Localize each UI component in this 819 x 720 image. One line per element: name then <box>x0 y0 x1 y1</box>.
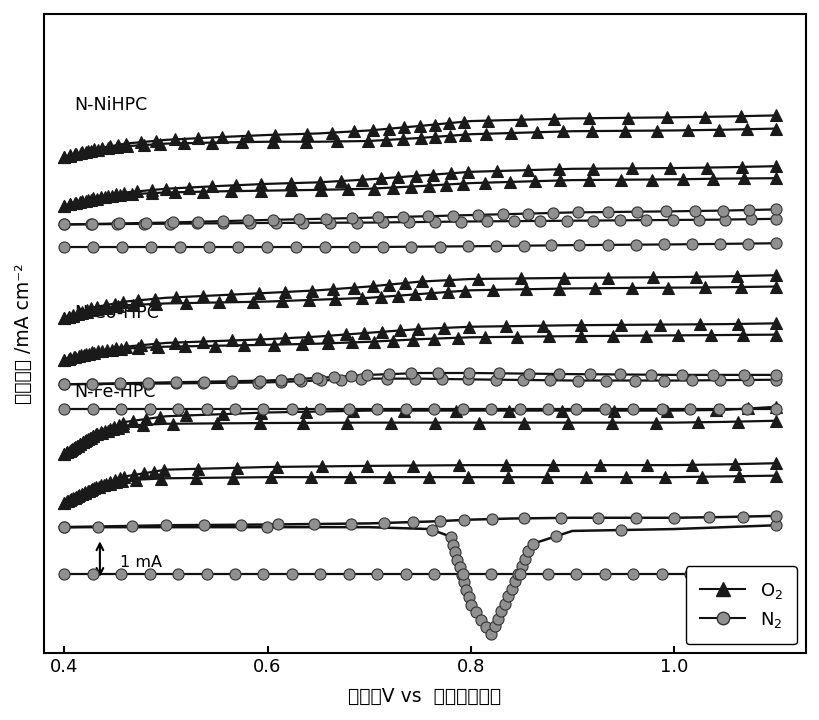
Text: N-Fe-HPC: N-Fe-HPC <box>75 384 156 402</box>
X-axis label: 电压（V vs  可逆氢电极）: 电压（V vs 可逆氢电极） <box>348 687 501 706</box>
Text: N-NiHPC: N-NiHPC <box>75 96 147 114</box>
Text: N-Co-HPC: N-Co-HPC <box>75 305 159 323</box>
Y-axis label: 电流密度 /mA cm⁻²: 电流密度 /mA cm⁻² <box>14 264 33 404</box>
Legend: $\mathregular{O_2}$, $\mathregular{N_2}$: $\mathregular{O_2}$, $\mathregular{N_2}$ <box>685 566 796 644</box>
Text: 1 mA: 1 mA <box>120 555 162 570</box>
